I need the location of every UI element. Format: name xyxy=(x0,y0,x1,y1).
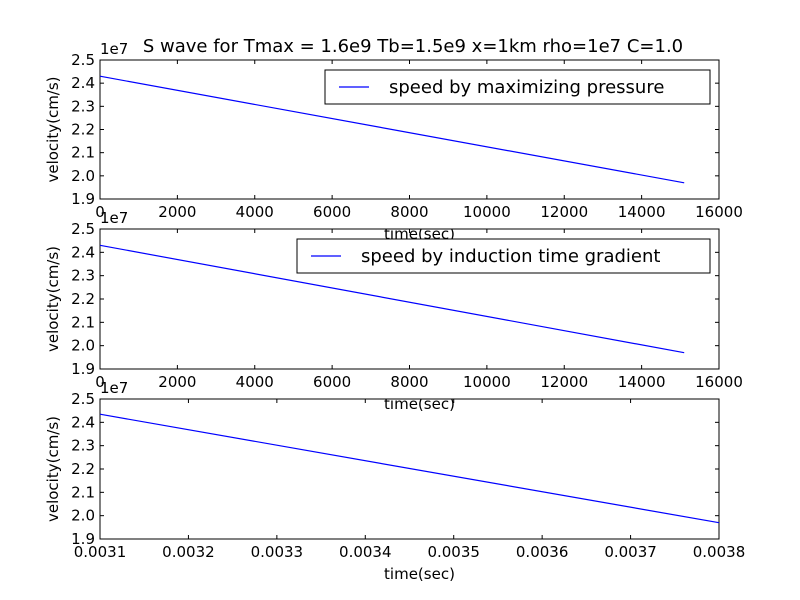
overlap-mask xyxy=(330,217,490,229)
x-tick-label: 6000 xyxy=(313,203,351,221)
y-tick-label: 2.5 xyxy=(71,51,95,69)
legend-label: speed by induction time gradient xyxy=(361,246,660,267)
x-tick-label: 4000 xyxy=(236,373,274,391)
y-tick-label: 2.0 xyxy=(71,167,95,185)
legend: speed by maximizing pressure xyxy=(324,69,711,105)
subplot-2: 0 2000 4000 6000 8000 10000 12000 14000 16000 1.9… xyxy=(44,209,743,413)
x-tick-label: 12000 xyxy=(540,203,588,221)
x-tick-label: 14000 xyxy=(618,203,666,221)
y-tick-label: 1.9 xyxy=(71,190,95,208)
x-tick-label: 10000 xyxy=(463,203,511,221)
x-tick-label: 0.0038 xyxy=(693,543,746,561)
series-line-1 xyxy=(99,244,685,354)
y-offset-label: 1e7 xyxy=(100,379,128,397)
overlap-mask xyxy=(330,387,490,399)
x-tick-label: 4000 xyxy=(236,203,274,221)
y-tick-label: 2.1 xyxy=(71,144,95,162)
subplot-1: 0 2000 4000 6000 8000 10000 12000 14000 16000 1.9… xyxy=(44,40,743,243)
y-tick-label: 2.3 xyxy=(71,97,95,115)
y-axis-label: velocity(cm/s) xyxy=(44,416,62,522)
x-tick-label: 8000 xyxy=(390,373,428,391)
x-tick-label: 0 xyxy=(95,373,105,391)
y-tick-label: 1.9 xyxy=(71,360,95,378)
x-tick-label: 8000 xyxy=(390,203,428,221)
x-tick-label: 2000 xyxy=(158,203,196,221)
x-tick-label: 12000 xyxy=(540,373,588,391)
y-tick-label: 2.3 xyxy=(71,267,95,285)
y-tick-label: 2.1 xyxy=(71,313,95,331)
y-tick-label: 2.1 xyxy=(71,483,95,501)
legend: speed by induction time gradient xyxy=(296,238,711,274)
y-tick-label: 2.3 xyxy=(71,437,95,455)
x-tick-label: 0.0037 xyxy=(604,543,657,561)
x-tick-label: 0.0031 xyxy=(74,543,127,561)
figure-title: S wave for Tmax = 1.6e9 Tb=1.5e9 x=1km r… xyxy=(143,36,683,57)
x-tick-label: 2000 xyxy=(158,373,196,391)
subplot-3: 0.0031 0.0032 0.0033 0.0034 0.0035 0.0036 0.00… xyxy=(44,379,745,583)
y-tick-label: 2.0 xyxy=(71,337,95,355)
x-tick-label: 14000 xyxy=(618,373,666,391)
y-tick-label: 2.5 xyxy=(71,390,95,408)
legend-label: speed by maximizing pressure xyxy=(389,77,664,98)
y-tick-label: 2.2 xyxy=(71,460,95,478)
y-tick-label: 2.2 xyxy=(71,121,95,139)
x-tick-label: 0.0033 xyxy=(251,543,304,561)
x-tick-label: 0.0032 xyxy=(162,543,215,561)
y-tick-label: 2.4 xyxy=(71,74,95,92)
x-tick-label: 0.0036 xyxy=(516,543,569,561)
x-tick-label: 0.0035 xyxy=(427,543,480,561)
y-axis-label: velocity(cm/s) xyxy=(44,246,62,352)
y-axis-label: velocity(cm/s) xyxy=(44,76,62,182)
x-tick-label: 16000 xyxy=(695,373,743,391)
y-tick-label: 1.9 xyxy=(71,530,95,548)
y-tick-label: 2.0 xyxy=(71,507,95,525)
y-tick-label: 2.5 xyxy=(71,220,95,238)
series-line-1 xyxy=(99,75,685,184)
y-offset-label: 1e7 xyxy=(100,40,128,58)
x-tick-label: 6000 xyxy=(313,373,351,391)
legend-box xyxy=(324,69,711,105)
y-tick-label: 2.2 xyxy=(71,290,95,308)
series-line-1 xyxy=(99,413,720,524)
x-tick-label: 10000 xyxy=(463,373,511,391)
y-tick-label: 2.4 xyxy=(71,243,95,261)
x-tick-label: 16000 xyxy=(695,203,743,221)
x-tick-label: 0 xyxy=(95,203,105,221)
x-axis-label: time(sec) xyxy=(384,565,455,583)
y-offset-label: 1e7 xyxy=(100,209,128,227)
y-tick-label: 2.4 xyxy=(71,413,95,431)
x-tick-label: 0.0034 xyxy=(339,543,392,561)
legend-box xyxy=(296,238,711,274)
